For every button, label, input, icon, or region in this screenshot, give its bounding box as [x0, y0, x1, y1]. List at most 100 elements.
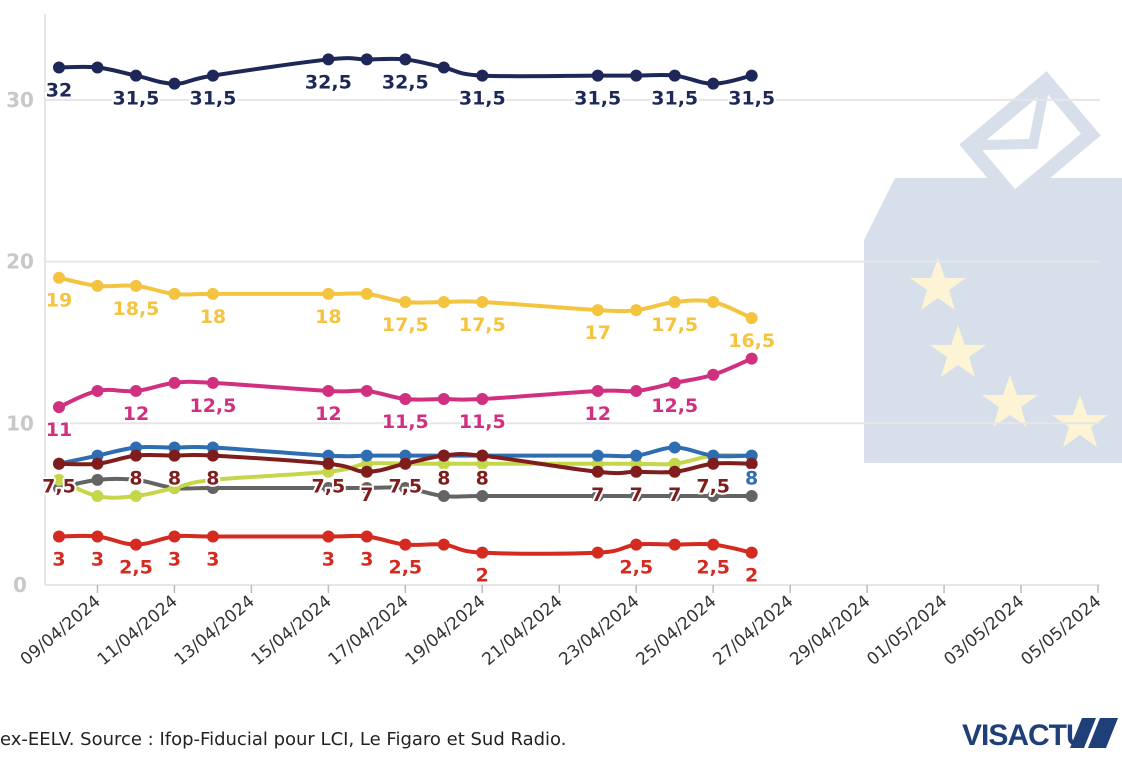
value-label: 2: [745, 565, 758, 587]
value-label: 32: [46, 80, 72, 102]
point: [322, 288, 334, 300]
logo-text: VISACTU: [962, 719, 1087, 752]
point: [361, 450, 373, 462]
value-label: 7,5: [42, 476, 76, 498]
x-tick-label: 21/04/2024: [479, 592, 567, 670]
chart: 010203009/04/202411/04/202413/04/202415/…: [0, 0, 1122, 758]
point: [53, 458, 65, 470]
value-label: 32,5: [382, 71, 429, 93]
point: [399, 458, 411, 470]
point: [361, 288, 373, 300]
point: [130, 280, 142, 292]
point: [630, 385, 642, 397]
value-label: 3: [322, 548, 335, 570]
ballot-box-illustration: [864, 81, 1122, 463]
point: [91, 458, 103, 470]
point: [476, 296, 488, 308]
point: [630, 450, 642, 462]
point: [168, 450, 180, 462]
value-label: 3: [206, 548, 219, 570]
value-label: 7,5: [312, 476, 346, 498]
point: [130, 450, 142, 462]
point: [168, 377, 180, 389]
point: [746, 547, 758, 559]
y-tick-label: 30: [6, 88, 34, 112]
x-tick-label: 17/04/2024: [325, 592, 413, 670]
point: [91, 474, 103, 486]
value-label: 2: [476, 565, 489, 587]
value-label: 31,5: [113, 88, 160, 110]
value-label: 31,5: [189, 88, 236, 110]
point: [53, 530, 65, 542]
point: [168, 78, 180, 90]
x-tick-label: 01/05/2024: [863, 592, 951, 670]
point: [130, 70, 142, 82]
point: [399, 539, 411, 551]
point: [707, 458, 719, 470]
x-tick-label: 13/04/2024: [171, 592, 259, 670]
value-label: 8: [129, 468, 142, 490]
value-label: 8: [206, 468, 219, 490]
point: [476, 70, 488, 82]
value-label: 7: [630, 484, 643, 506]
x-tick-label: 15/04/2024: [248, 592, 336, 670]
x-tick-label: 27/04/2024: [709, 592, 797, 670]
value-label: 19: [46, 290, 72, 312]
value-label: 12: [585, 403, 611, 425]
point: [438, 62, 450, 74]
point: [476, 547, 488, 559]
point: [438, 393, 450, 405]
value-label: 18,5: [113, 298, 160, 320]
point: [707, 296, 719, 308]
point: [746, 490, 758, 502]
x-tick-label: 19/04/2024: [402, 592, 490, 670]
point: [53, 401, 65, 413]
value-label: 2,5: [119, 557, 153, 579]
point: [592, 466, 604, 478]
point: [669, 296, 681, 308]
point: [669, 377, 681, 389]
point: [361, 53, 373, 65]
y-tick-label: 10: [6, 411, 34, 435]
value-label: 7: [668, 484, 681, 506]
point: [130, 385, 142, 397]
value-label: 3: [52, 548, 65, 570]
point: [592, 304, 604, 316]
logo: VISACTU: [962, 718, 1118, 752]
point: [592, 385, 604, 397]
point: [130, 490, 142, 502]
point: [592, 70, 604, 82]
y-tick-label: 20: [6, 250, 34, 274]
value-label: 18: [200, 306, 226, 328]
value-label: 16,5: [728, 330, 775, 352]
x-tick-label: 23/04/2024: [556, 592, 644, 670]
value-label: 12,5: [651, 395, 698, 417]
point: [746, 353, 758, 365]
point: [399, 53, 411, 65]
point: [207, 70, 219, 82]
point: [438, 539, 450, 551]
value-label: 2,5: [388, 557, 422, 579]
point: [746, 70, 758, 82]
point: [630, 539, 642, 551]
point: [707, 369, 719, 381]
point: [91, 62, 103, 74]
value-label: 2,5: [619, 557, 653, 579]
value-label: 8: [437, 468, 450, 490]
value-label: 8: [476, 468, 489, 490]
x-tick-label: 05/05/2024: [1017, 592, 1105, 670]
point: [361, 530, 373, 542]
point: [91, 385, 103, 397]
value-label: 11: [46, 419, 72, 441]
x-tick-label: 29/04/2024: [786, 592, 874, 670]
x-tick-label: 03/05/2024: [940, 592, 1028, 670]
point: [707, 78, 719, 90]
point: [53, 62, 65, 74]
point: [322, 385, 334, 397]
y-tick-label: 0: [13, 573, 27, 597]
point: [438, 490, 450, 502]
value-label: 17: [585, 322, 611, 344]
point: [399, 393, 411, 405]
value-label: 11,5: [459, 411, 506, 433]
